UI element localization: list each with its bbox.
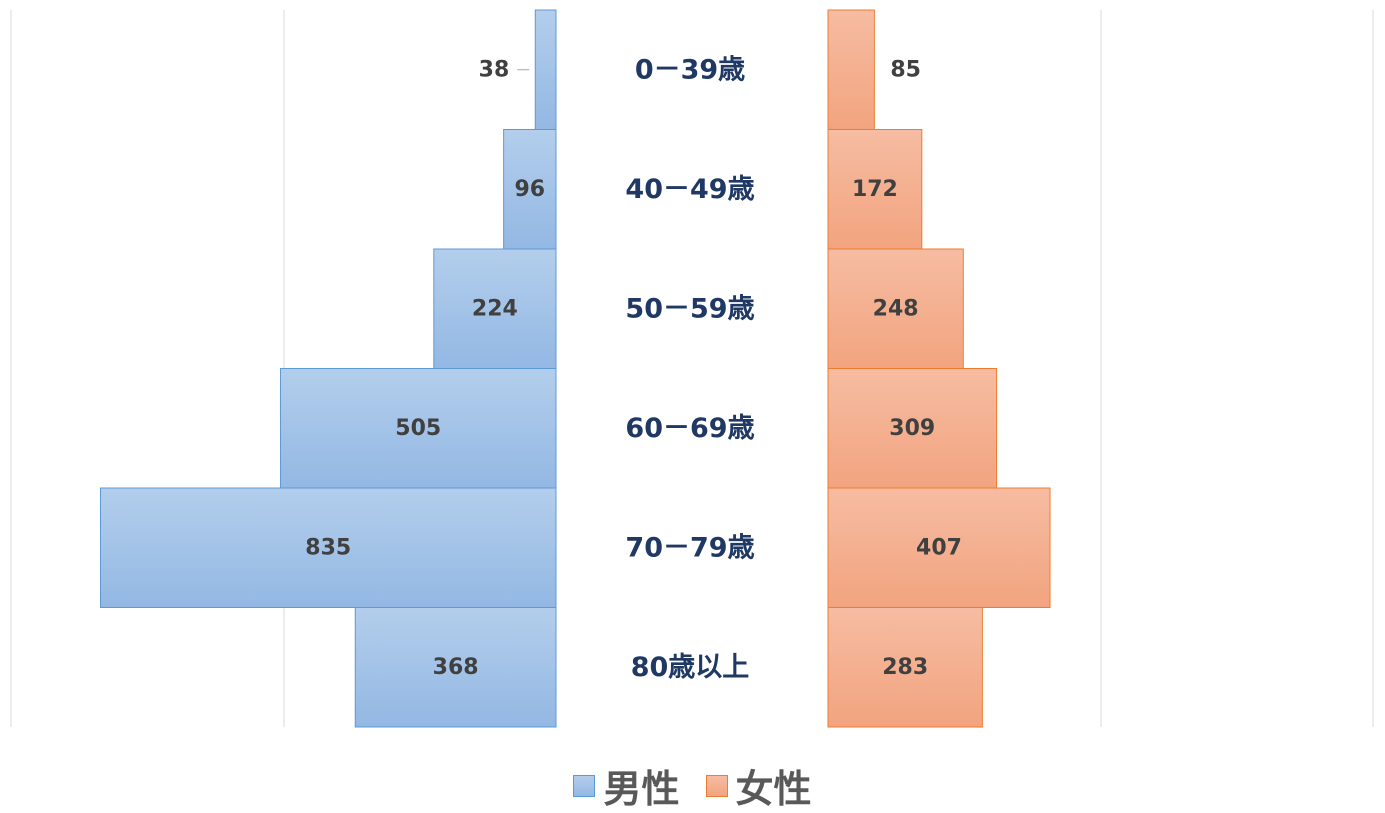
male-data-label: 38 bbox=[479, 57, 510, 82]
category-label: 40－49歳 bbox=[625, 174, 754, 205]
female-bar bbox=[827, 607, 983, 728]
category-label: 0－39歳 bbox=[635, 54, 745, 85]
female-bar bbox=[827, 368, 998, 489]
female-data-label: 309 bbox=[889, 416, 935, 441]
male-swatch-icon bbox=[573, 774, 596, 797]
female-bars bbox=[827, 9, 1051, 728]
category-label: 80歳以上 bbox=[631, 652, 750, 683]
female-data-label: 407 bbox=[916, 535, 962, 560]
data-labels: 38 85 96 172 224 248 505 309 835 407 368 283 bbox=[305, 57, 962, 680]
male-bar bbox=[534, 9, 557, 130]
male-data-label: 505 bbox=[395, 416, 441, 441]
female-data-label: 283 bbox=[882, 655, 928, 680]
male-data-label: 96 bbox=[515, 177, 546, 202]
male-bar bbox=[100, 487, 557, 608]
category-label: 70－79歳 bbox=[625, 532, 754, 563]
female-bar bbox=[827, 248, 964, 369]
category-labels: 0－39歳 40－49歳 50－59歳 60－69歳 70－79歳 80歳以上 bbox=[625, 54, 754, 683]
gridlines bbox=[10, 10, 1374, 727]
legend: 男性 女性 bbox=[0, 758, 1385, 813]
female-data-label: 248 bbox=[873, 296, 919, 321]
male-bar bbox=[503, 129, 557, 250]
male-data-label: 224 bbox=[472, 296, 518, 321]
male-data-label: 368 bbox=[433, 655, 479, 680]
female-bar bbox=[827, 129, 923, 250]
legend-item-female: 女性 bbox=[705, 758, 812, 813]
male-bar bbox=[354, 607, 557, 728]
male-bars bbox=[100, 9, 557, 728]
legend-item-male: 男性 bbox=[573, 758, 680, 813]
category-label: 60－69歳 bbox=[625, 413, 754, 444]
female-data-label: 85 bbox=[890, 57, 921, 82]
female-bar bbox=[827, 9, 875, 130]
male-bar bbox=[280, 368, 557, 489]
female-data-label: 172 bbox=[852, 177, 898, 202]
legend-label-male: 男性 bbox=[603, 767, 680, 811]
female-bar bbox=[827, 487, 1051, 608]
legend-label-female: 女性 bbox=[735, 767, 812, 811]
category-label: 50－59歳 bbox=[625, 293, 754, 324]
female-swatch-icon bbox=[705, 774, 728, 797]
male-data-label: 835 bbox=[305, 535, 351, 560]
